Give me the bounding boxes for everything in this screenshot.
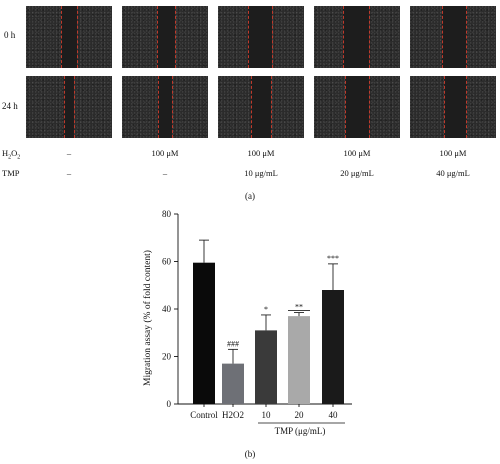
treatment-value-h2o2-1: – bbox=[66, 148, 72, 158]
treatment-value-tmp-5: 40 μg/mL bbox=[436, 168, 470, 178]
chart-bars: ###* ***** bbox=[193, 239, 344, 404]
row-label-24h: 24 h bbox=[2, 101, 18, 111]
wound-edge-line bbox=[157, 6, 158, 68]
wound-edge-line bbox=[466, 76, 467, 138]
wound-edge-line bbox=[172, 76, 173, 138]
wound-edge-line bbox=[64, 76, 65, 138]
x-tick-label: 10 bbox=[262, 410, 272, 420]
treatment-label-tmp: TMP bbox=[2, 168, 20, 178]
bar-1 bbox=[193, 262, 215, 404]
scratch-gap bbox=[345, 76, 369, 138]
treatment-value-h2o2-3: 100 μM bbox=[247, 148, 275, 158]
x-tick-label: 40 bbox=[329, 410, 339, 420]
x-tick-label: Control bbox=[190, 410, 218, 420]
bar-4 bbox=[288, 316, 310, 404]
treatment-value-tmp-3: 10 μg/mL bbox=[244, 168, 278, 178]
panel-b-caption: (b) bbox=[244, 449, 256, 459]
wound-edge-line bbox=[61, 6, 62, 68]
wound-edge-line bbox=[466, 6, 467, 68]
scratch-gap bbox=[444, 76, 466, 138]
group-label: TMP (μg/mL) bbox=[275, 426, 326, 436]
micrograph-0h-1 bbox=[26, 6, 112, 68]
row-label-0h: 0 h bbox=[4, 30, 16, 40]
micrograph-0h-4 bbox=[314, 6, 400, 68]
micrograph-0h-5 bbox=[410, 6, 496, 68]
micrograph-24h-5 bbox=[410, 76, 496, 138]
significance-label: * bbox=[264, 305, 268, 314]
treatment-value-h2o2-5: 100 μM bbox=[439, 148, 467, 158]
bar-5 bbox=[322, 290, 344, 404]
y-tick-label: 0 bbox=[167, 399, 172, 409]
y-tick-label: 60 bbox=[162, 257, 172, 267]
micrograph-24h-3 bbox=[218, 76, 304, 138]
scratch-gap bbox=[64, 76, 74, 138]
significance-label: *** bbox=[327, 254, 339, 263]
scratch-gap bbox=[248, 6, 272, 68]
significance-label: ### bbox=[227, 339, 239, 348]
scratch-gap bbox=[157, 6, 175, 68]
treatment-value-tmp-4: 20 μg/mL bbox=[340, 168, 374, 178]
wound-edge-line bbox=[345, 76, 346, 138]
bar-2 bbox=[222, 363, 244, 404]
scratch-gap bbox=[442, 6, 466, 68]
bar-3 bbox=[255, 330, 277, 404]
wound-edge-line bbox=[251, 76, 252, 138]
y-tick-label: 80 bbox=[162, 209, 172, 219]
wound-edge-line bbox=[77, 6, 78, 68]
wound-edge-line bbox=[369, 6, 370, 68]
micrograph-0h-3 bbox=[218, 6, 304, 68]
y-tick-label: 40 bbox=[162, 304, 172, 314]
y-tick-label: 20 bbox=[162, 352, 172, 362]
micrograph-24h-2 bbox=[122, 76, 208, 138]
scratch-gap bbox=[343, 6, 369, 68]
wound-edge-line bbox=[343, 6, 344, 68]
treatment-value-tmp-1: – bbox=[66, 168, 72, 178]
micrograph-0h-2 bbox=[122, 6, 208, 68]
wound-edge-line bbox=[248, 6, 249, 68]
scratch-gap bbox=[158, 76, 172, 138]
significance-label: ** bbox=[295, 303, 303, 312]
wound-edge-line bbox=[74, 76, 75, 138]
micrograph-24h-1 bbox=[26, 76, 112, 138]
x-tick-label: H2O2 bbox=[222, 410, 244, 420]
micrograph-24h-4 bbox=[314, 76, 400, 138]
treatment-label-h2o2: H2O2 bbox=[2, 148, 21, 161]
wound-edge-line bbox=[369, 76, 370, 138]
treatment-value-tmp-2: – bbox=[162, 168, 168, 178]
scratch-gap bbox=[251, 76, 271, 138]
wound-edge-line bbox=[444, 76, 445, 138]
scratch-gap bbox=[61, 6, 77, 68]
wound-edge-line bbox=[271, 76, 272, 138]
wound-edge-line bbox=[272, 6, 273, 68]
treatment-value-h2o2-4: 100 μM bbox=[343, 148, 371, 158]
wound-edge-line bbox=[175, 6, 176, 68]
wound-edge-line bbox=[442, 6, 443, 68]
panel-a-caption: (a) bbox=[245, 191, 255, 201]
y-axis-label: Migration assay (% of fold content) bbox=[142, 250, 153, 386]
treatment-value-h2o2-2: 100 μM bbox=[151, 148, 179, 158]
x-tick-label: 20 bbox=[295, 410, 305, 420]
wound-edge-line bbox=[158, 76, 159, 138]
